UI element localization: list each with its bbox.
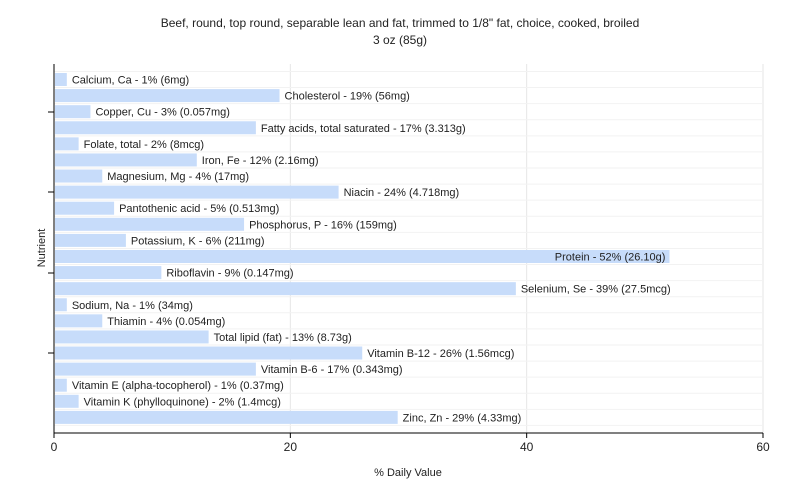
bar-label: Vitamin E (alpha-tocopherol) - 1% (0.37m… (72, 380, 284, 392)
bars: Calcium, Ca - 1% (6mg) Cholesterol - 19% … (55, 73, 671, 424)
x-tick-label: 20 (284, 440, 298, 454)
bar (55, 201, 115, 215)
bar (55, 362, 256, 376)
bar-label: Copper, Cu - 3% (0.057mg) (95, 107, 230, 119)
bar (55, 314, 103, 328)
bar-label: Sodium, Na - 1% (34mg) (72, 300, 193, 312)
bar (55, 137, 79, 151)
chart-title: Beef, round, top round, separable lean a… (161, 16, 640, 30)
bar (55, 410, 398, 424)
bar-label: Iron, Fe - 12% (2.16mg) (202, 155, 319, 167)
x-tick-label: 60 (756, 440, 770, 454)
bar-label: Niacin - 24% (4.718mg) (344, 187, 460, 199)
bar-label: Cholesterol - 19% (56mg) (285, 91, 410, 103)
bar (55, 233, 126, 247)
bar (55, 73, 67, 86)
x-tick-label: 40 (520, 440, 534, 454)
bar (55, 121, 256, 135)
chart-subtitle: 3 oz (85g) (373, 33, 427, 47)
bar-label: Riboflavin - 9% (0.147mg) (166, 268, 293, 280)
bar-label: Vitamin K (phylloquinone) - 2% (1.4mcg) (84, 396, 281, 408)
bar-label: Fatty acids, total saturated - 17% (3.31… (261, 123, 466, 135)
x-axis-label: % Daily Value (374, 467, 442, 479)
bar-label: Selenium, Se - 39% (27.5mcg) (521, 284, 671, 296)
bar (55, 378, 67, 392)
bar (55, 169, 103, 183)
bar (55, 89, 280, 103)
bar (55, 185, 339, 199)
bar-label: Magnesium, Mg - 4% (17mg) (107, 171, 249, 183)
bar-label: Zinc, Zn - 29% (4.33mg) (403, 412, 522, 424)
x-tick-label: 0 (51, 440, 58, 454)
bar (55, 105, 91, 119)
bar (55, 266, 162, 280)
bar-label: Protein - 52% (26.10g) (555, 251, 666, 263)
axes: 0 20 40 60 (48, 64, 770, 454)
bar-label: Vitamin B-12 - 26% (1.56mcg) (367, 348, 514, 360)
bar-label: Total lipid (fat) - 13% (8.73g) (214, 332, 352, 344)
bar (55, 330, 209, 344)
bar-label: Thiamin - 4% (0.054mg) (107, 316, 225, 328)
bar (55, 153, 197, 167)
bar (55, 217, 245, 231)
gridlines (54, 64, 764, 433)
bar (55, 298, 67, 312)
bar-label: Folate, total - 2% (8mcg) (84, 139, 204, 151)
bar-label: Potassium, K - 6% (211mg) (131, 235, 265, 247)
bar (55, 282, 516, 296)
bar-label: Phosphorus, P - 16% (159mg) (249, 219, 397, 231)
bar (55, 394, 79, 408)
bar-label: Vitamin B-6 - 17% (0.343mg) (261, 364, 403, 376)
bar (55, 249, 670, 263)
bar-label: Calcium, Ca - 1% (6mg) (72, 75, 189, 87)
bar-label: Pantothenic acid - 5% (0.513mg) (119, 203, 279, 215)
y-axis-label: Nutrient (36, 229, 48, 268)
bar (55, 346, 363, 360)
